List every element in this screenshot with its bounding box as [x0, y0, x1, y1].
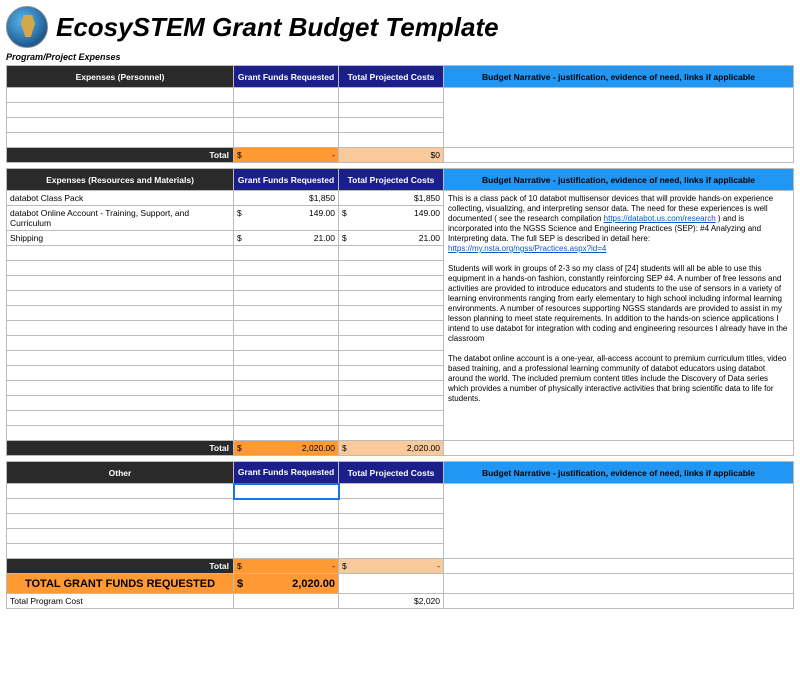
resources-header-row: Expenses (Resources and Materials) Grant…	[7, 169, 794, 191]
program-cost-value: $2,020	[339, 594, 444, 609]
table-row[interactable]	[7, 88, 794, 103]
table-row[interactable]	[7, 484, 794, 499]
other-header-row: Other Grant Funds Requested Total Projec…	[7, 462, 794, 484]
other-total-row: Total $- $-	[7, 559, 794, 574]
col-narrative: Budget Narrative - justification, eviden…	[444, 462, 794, 484]
research-link[interactable]: https://databot.us.com/research	[604, 214, 716, 223]
col-narrative: Budget Narrative - justification, eviden…	[444, 66, 794, 88]
personnel-label: Expenses (Personnel)	[7, 66, 234, 88]
item-name[interactable]: databot Class Pack	[7, 191, 234, 206]
resources-label: Expenses (Resources and Materials)	[7, 169, 234, 191]
total-label: Total	[7, 441, 234, 456]
grand-total-row: TOTAL GRANT FUNDS REQUESTED $2,020.00	[7, 574, 794, 594]
col-grant-funds: Grant Funds Requested	[234, 462, 339, 484]
other-total-projected: $-	[339, 559, 444, 574]
total-label: Total	[7, 559, 234, 574]
resources-narrative[interactable]: This is a class pack of 10 databot multi…	[444, 191, 794, 441]
table-row[interactable]: databot Class Pack $1,850 $1,850 This is…	[7, 191, 794, 206]
personnel-header-row: Expenses (Personnel) Grant Funds Request…	[7, 66, 794, 88]
resources-total-grant: $2,020.00	[234, 441, 339, 456]
personnel-total-row: Total $- $0	[7, 148, 794, 163]
grand-total-label: TOTAL GRANT FUNDS REQUESTED	[7, 574, 234, 594]
item-projected[interactable]: $149.00	[339, 206, 444, 231]
grand-total-value: $2,020.00	[234, 574, 339, 594]
col-total-projected: Total Projected Costs	[339, 66, 444, 88]
total-label: Total	[7, 148, 234, 163]
item-name[interactable]: databot Online Account - Training, Suppo…	[7, 206, 234, 231]
item-grant[interactable]: $1,850	[234, 191, 339, 206]
budget-table: Expenses (Personnel) Grant Funds Request…	[6, 65, 794, 609]
nsta-link[interactable]: https://my.nsta.org/ngss/Practices.aspx?…	[448, 244, 606, 253]
col-grant-funds: Grant Funds Requested	[234, 169, 339, 191]
item-projected[interactable]: $21.00	[339, 231, 444, 246]
header: EcosySTEM Grant Budget Template	[6, 6, 794, 48]
subtitle: Program/Project Expenses	[6, 52, 794, 62]
selected-cell[interactable]	[234, 484, 339, 499]
personnel-total-projected: $0	[339, 148, 444, 163]
item-grant[interactable]: $21.00	[234, 231, 339, 246]
other-label: Other	[7, 462, 234, 484]
col-narrative: Budget Narrative - justification, eviden…	[444, 169, 794, 191]
col-total-projected: Total Projected Costs	[339, 462, 444, 484]
item-grant[interactable]: $149.00	[234, 206, 339, 231]
personnel-total-grant: $-	[234, 148, 339, 163]
resources-total-row: Total $2,020.00 $2,020.00	[7, 441, 794, 456]
other-total-grant: $-	[234, 559, 339, 574]
page-title: EcosySTEM Grant Budget Template	[56, 12, 499, 43]
idaho-logo	[6, 6, 48, 48]
col-grant-funds: Grant Funds Requested	[234, 66, 339, 88]
item-name[interactable]: Shipping	[7, 231, 234, 246]
program-cost-label: Total Program Cost	[7, 594, 234, 609]
program-cost-row: Total Program Cost $2,020	[7, 594, 794, 609]
item-projected[interactable]: $1,850	[339, 191, 444, 206]
col-total-projected: Total Projected Costs	[339, 169, 444, 191]
resources-total-projected: $2,020.00	[339, 441, 444, 456]
